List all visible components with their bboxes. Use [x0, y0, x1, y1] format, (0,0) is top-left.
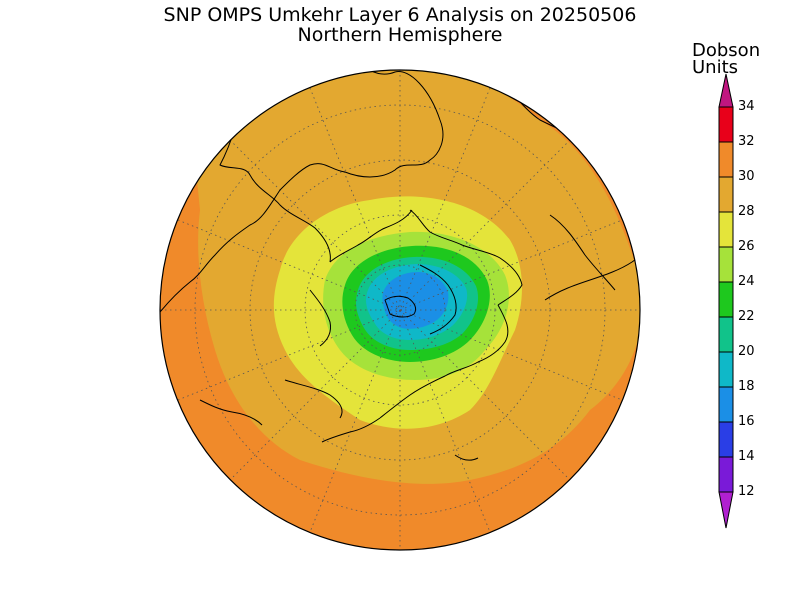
- colorbar-band-32-34: [718, 106, 734, 143]
- colorbar-band-30-32: [718, 141, 734, 178]
- colorbar-tick-label: 24: [738, 274, 755, 289]
- colorbar-tick-label: 28: [738, 204, 755, 219]
- colorbar-tick-label: 20: [738, 344, 755, 359]
- colorbar-band-28-30: [718, 176, 734, 213]
- colorbar-band-18-20: [718, 351, 734, 388]
- colorbar-tick-label: 14: [738, 449, 755, 464]
- colorbar-band-20-22: [718, 316, 734, 353]
- colorbar-tick-label: 34: [738, 99, 755, 114]
- colorbar-tick-label: 18: [738, 379, 755, 394]
- colorbar-tick-label: 32: [738, 134, 755, 149]
- contour-16-18: [382, 272, 449, 329]
- colorbar-title-dobson: Dobson: [692, 40, 761, 61]
- map-title: SNP OMPS Umkehr Layer 6 Analysis on 2025…: [163, 4, 637, 26]
- globe-outline: [159, 69, 641, 551]
- colorbar-title-units: Units: [692, 57, 739, 78]
- colorbar: [718, 73, 734, 529]
- colorbar-tick-label: 12: [738, 484, 755, 499]
- colorbar-tick-label: 22: [738, 309, 755, 324]
- colorbar-tick-label: 30: [738, 169, 755, 184]
- colorbar-band-26-28: [718, 211, 734, 248]
- colorbar-band-14-16: [718, 421, 734, 458]
- colorbar-band-24-26: [718, 246, 734, 283]
- colorbar-band-22-24: [718, 281, 734, 318]
- colorbar-tick-label: 26: [738, 239, 755, 254]
- graticule: [160, 70, 640, 550]
- map-subtitle: Northern Hemisphere: [297, 24, 503, 46]
- colorbar-band-12-14: [718, 456, 734, 493]
- colorbar-over-triangle: [718, 73, 734, 108]
- colorbar-band-16-18: [718, 386, 734, 423]
- colorbar-tick-label: 16: [738, 414, 755, 429]
- ozone-field: [160, 70, 640, 550]
- colorbar-under-triangle: [718, 491, 734, 529]
